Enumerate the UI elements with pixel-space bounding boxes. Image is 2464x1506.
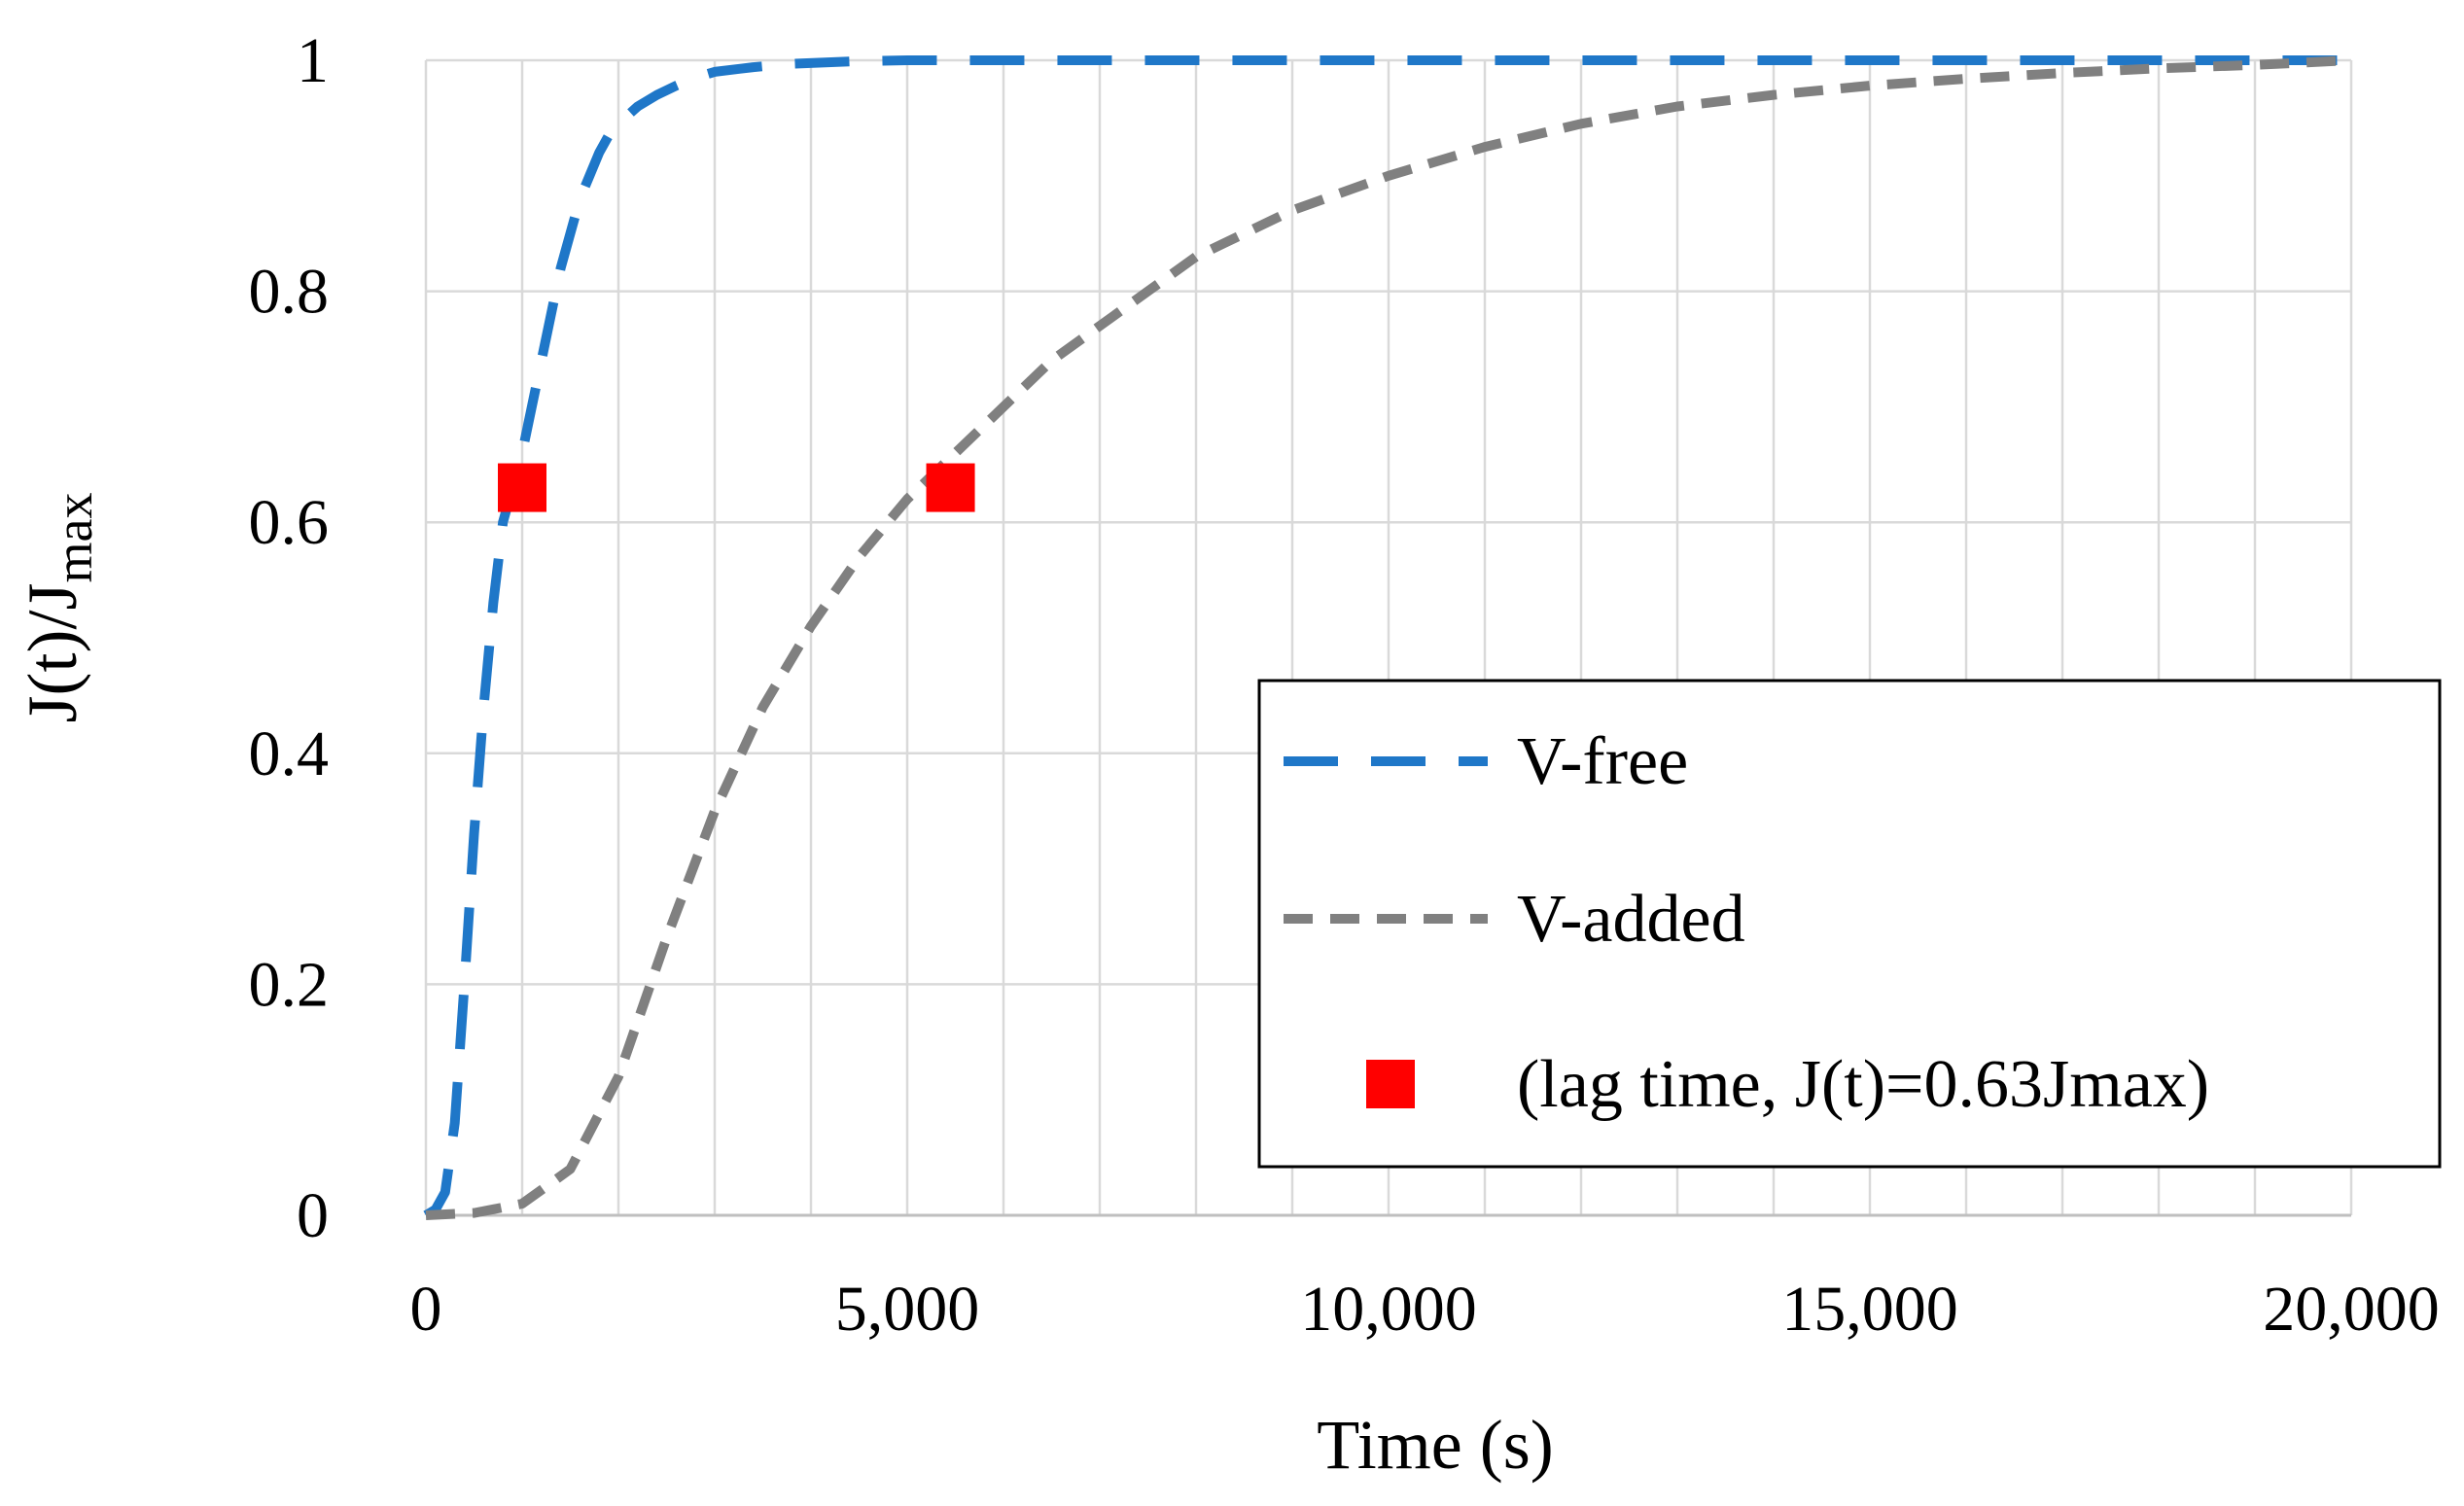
- y-tick-label: 0: [297, 1180, 329, 1251]
- marker-layer: [498, 463, 975, 512]
- series-line-v-free: [423, 55, 2351, 1220]
- legend-swatch-lag-time: [1366, 1060, 1415, 1108]
- x-axis-title: Time (s): [1317, 1406, 1553, 1484]
- x-tick-label: 15,000: [1781, 1274, 1958, 1345]
- legend-box: [1257, 679, 2442, 1169]
- x-tick-label: 20,000: [2263, 1274, 2440, 1345]
- y-tick-label: 0.8: [249, 257, 330, 328]
- tick-labels: 0 5,000 10,000 15,000 20,000 0 0.2 0.4 0.6 0.8 1: [249, 25, 2440, 1345]
- x-tick-label: 0: [410, 1274, 442, 1345]
- y-axis-title-subscript: max: [45, 493, 103, 583]
- legend: V-free V-added (lag time, J(t)=0.63Jmax): [1257, 679, 2442, 1169]
- lag-time-marker: [926, 463, 975, 512]
- y-axis-title: J(t)/Jmax: [14, 493, 103, 723]
- y-tick-label: 0.2: [249, 949, 330, 1020]
- series-line-v-added: [425, 55, 2352, 1220]
- y-tick-label: 1: [297, 25, 329, 96]
- lag-time-marker: [498, 463, 546, 512]
- y-tick-label: 0.4: [249, 718, 330, 789]
- y-axis-title-main: J(t)/J: [14, 582, 91, 722]
- series-layer: [423, 55, 2352, 1220]
- x-tick-label: 5,000: [835, 1274, 980, 1345]
- x-tick-label: 10,000: [1300, 1274, 1477, 1345]
- legend-label-lag-time: (lag time, J(t)=0.63Jmax): [1517, 1047, 2209, 1122]
- legend-label-v-free: V-free: [1517, 724, 1688, 799]
- y-tick-label: 0.6: [249, 487, 330, 558]
- legend-label-v-added: V-added: [1517, 882, 1745, 957]
